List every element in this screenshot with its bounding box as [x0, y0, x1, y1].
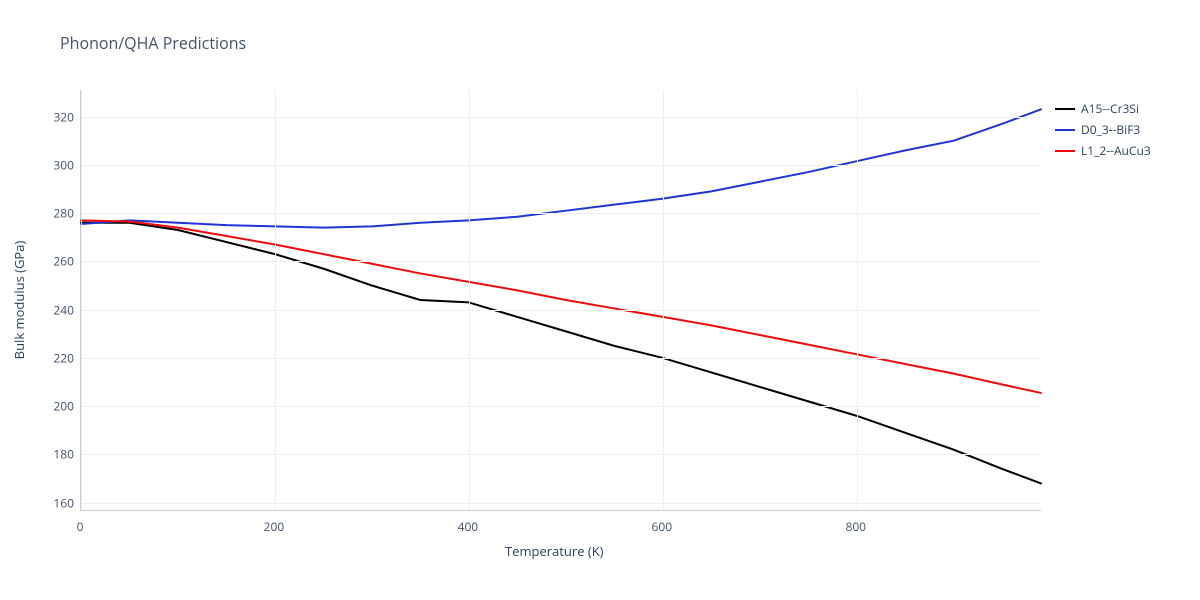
- grid-line-horizontal: [81, 503, 1041, 504]
- legend-item[interactable]: A15--Cr3Si: [1055, 100, 1151, 117]
- series-line[interactable]: [81, 220, 1041, 393]
- y-tick-label: 280: [50, 205, 74, 222]
- plot-area[interactable]: [80, 90, 1041, 511]
- legend-item[interactable]: D0_3--BiF3: [1055, 121, 1151, 138]
- y-tick-label: 240: [50, 301, 74, 318]
- legend-label: A15--Cr3Si: [1081, 100, 1139, 117]
- grid-line-vertical: [663, 90, 664, 510]
- grid-line-horizontal: [81, 358, 1041, 359]
- grid-line-vertical: [81, 90, 82, 510]
- x-tick-label: 600: [652, 518, 673, 535]
- grid-line-vertical: [857, 90, 858, 510]
- grid-line-horizontal: [81, 261, 1041, 262]
- grid-line-vertical: [469, 90, 470, 510]
- grid-line-vertical: [275, 90, 276, 510]
- x-tick-label: 400: [458, 518, 479, 535]
- x-tick-label: 800: [845, 518, 866, 535]
- grid-line-horizontal: [81, 310, 1041, 311]
- y-tick-label: 200: [50, 398, 74, 415]
- legend-swatch: [1055, 108, 1075, 110]
- line-layer: [81, 90, 1041, 510]
- legend-label: D0_3--BiF3: [1081, 121, 1140, 138]
- x-axis-label: Temperature (K): [505, 542, 604, 560]
- grid-line-horizontal: [81, 165, 1041, 166]
- legend-swatch: [1055, 150, 1075, 152]
- grid-line-horizontal: [81, 213, 1041, 214]
- x-tick-label: 200: [264, 518, 285, 535]
- chart-title: Phonon/QHA Predictions: [60, 32, 246, 54]
- y-tick-label: 300: [50, 156, 74, 173]
- y-axis-label: Bulk modulus (GPa): [10, 241, 28, 360]
- grid-line-horizontal: [81, 406, 1041, 407]
- legend-item[interactable]: L1_2--AuCu3: [1055, 142, 1151, 159]
- legend-label: L1_2--AuCu3: [1081, 142, 1151, 159]
- y-tick-label: 220: [50, 349, 74, 366]
- series-line[interactable]: [81, 109, 1041, 227]
- x-tick-label: 0: [77, 518, 84, 535]
- chart-container: Phonon/QHA Predictions Temperature (K) B…: [0, 0, 1200, 600]
- y-tick-label: 320: [50, 108, 74, 125]
- grid-line-horizontal: [81, 454, 1041, 455]
- legend: A15--Cr3Si D0_3--BiF3 L1_2--AuCu3: [1055, 100, 1151, 163]
- y-tick-label: 180: [50, 446, 74, 463]
- y-tick-label: 260: [50, 253, 74, 270]
- grid-line-horizontal: [81, 117, 1041, 118]
- legend-swatch: [1055, 129, 1075, 131]
- y-tick-label: 160: [50, 494, 74, 511]
